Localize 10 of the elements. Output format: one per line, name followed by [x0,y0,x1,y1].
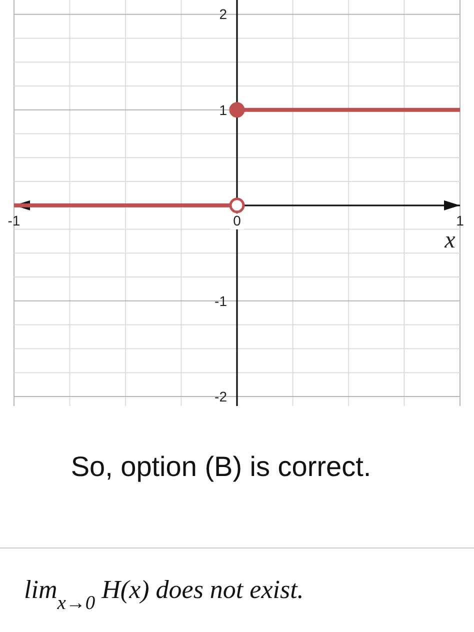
y-tick-label: 1 [219,102,228,118]
y-tick-label: 2 [219,6,228,22]
x-tick-label: 1 [456,212,464,228]
x-tick-label: -1 [8,212,20,228]
y-tick-label: -1 [214,292,228,309]
y-tick-label: -2 [214,388,228,404]
text: So, option (B) is correct. [70,451,372,482]
x-axis-title: x [444,227,456,254]
text: lim$_{x→0}$ H(x) does not exist. [24,575,304,614]
x-tick-label: 0 [233,212,242,228]
